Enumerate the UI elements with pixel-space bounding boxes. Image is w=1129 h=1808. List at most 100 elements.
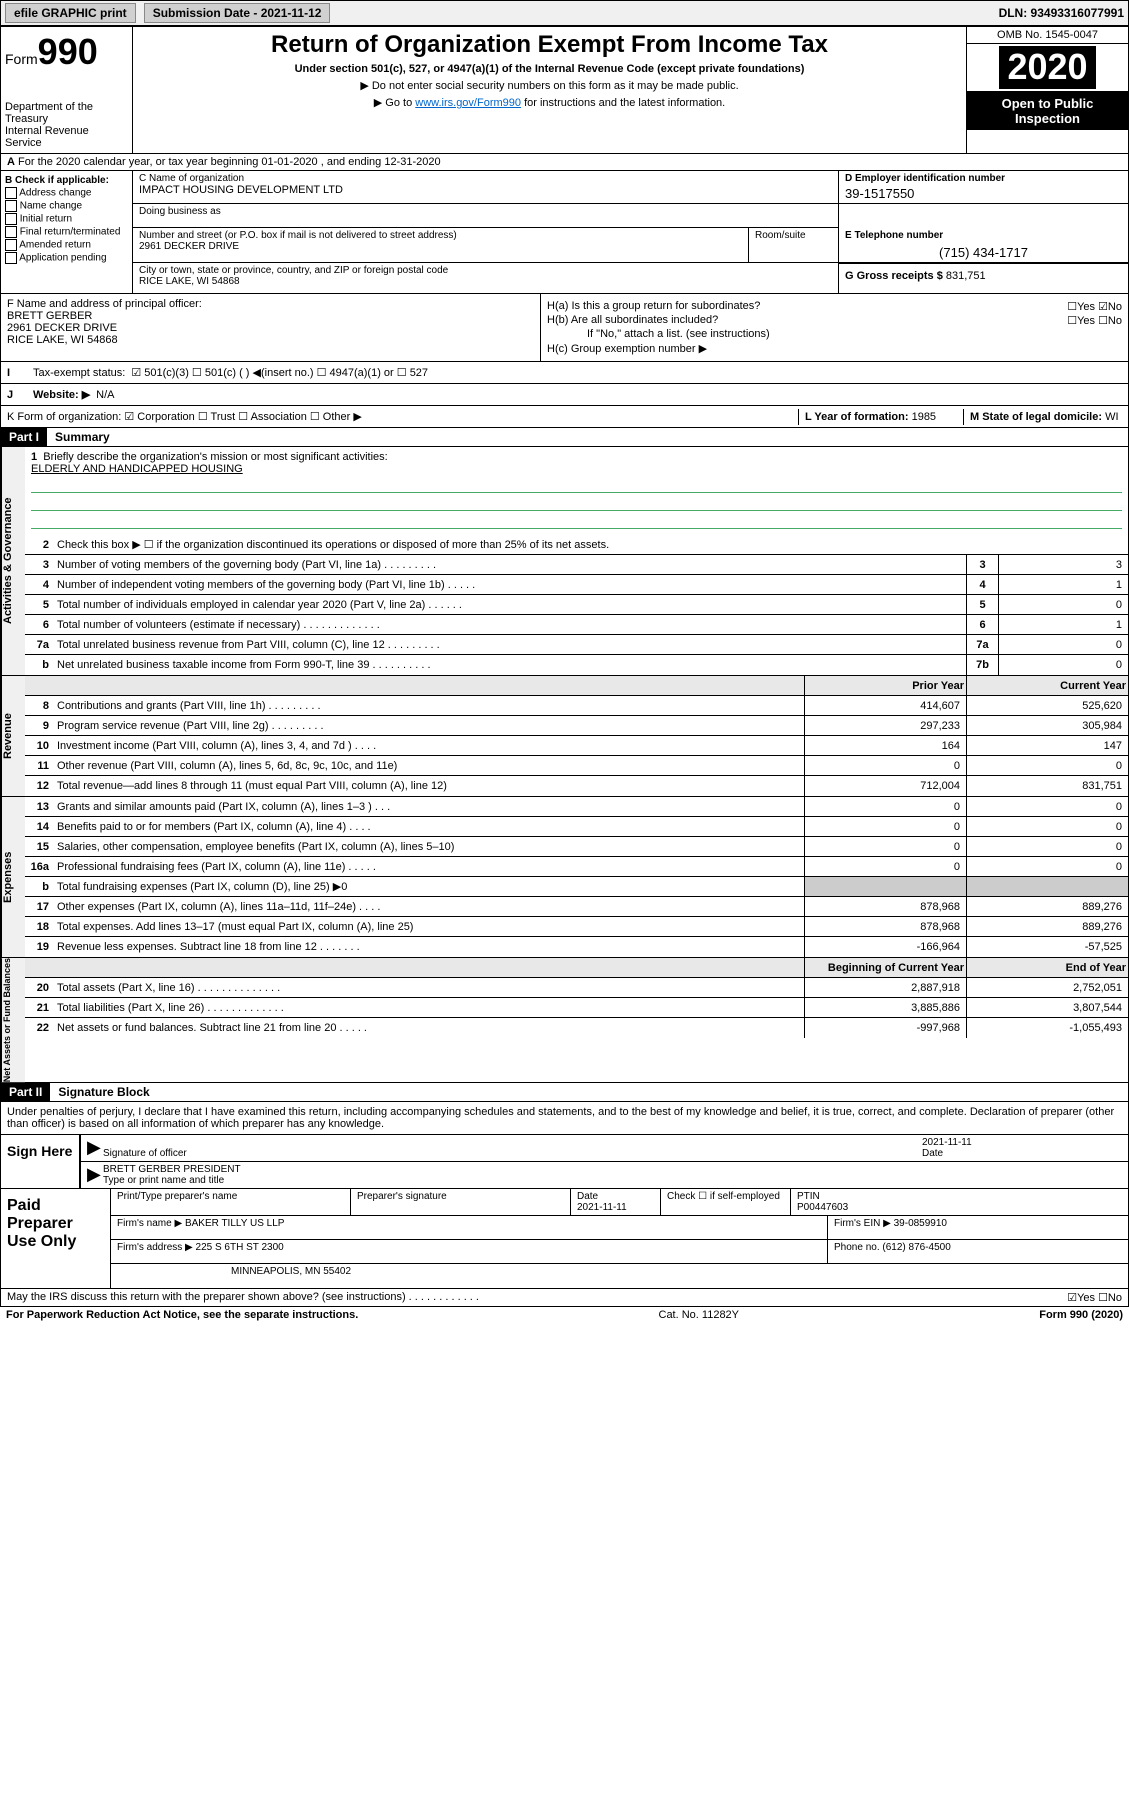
- addr-box: Number and street (or P.O. box if mail i…: [133, 228, 748, 263]
- ha-yn[interactable]: ☐Yes ☑No: [1067, 300, 1122, 313]
- header-right: OMB No. 1545-0047 2020 Open to Public In…: [966, 27, 1128, 153]
- box-b-opt[interactable]: Name change: [5, 200, 128, 212]
- preparer-block: Paid Preparer Use Only Print/Type prepar…: [0, 1189, 1129, 1289]
- section-fh: F Name and address of principal officer:…: [0, 294, 1129, 362]
- summary-line: bNet unrelated business taxable income f…: [25, 655, 1128, 675]
- phone-val: (612) 876-4500: [882, 1242, 950, 1253]
- mission-block: 1 Briefly describe the organization's mi…: [25, 447, 1128, 535]
- summary-line: 4Number of independent voting members of…: [25, 575, 1128, 595]
- tax-year: 2020: [999, 46, 1095, 89]
- form-header: Form990 Department of the Treasury Inter…: [0, 26, 1129, 154]
- form-number: Form990: [5, 31, 128, 73]
- box-b-opt[interactable]: Amended return: [5, 239, 128, 251]
- irs-link[interactable]: www.irs.gov/Form990: [415, 97, 521, 109]
- l-label: L Year of formation:: [805, 411, 909, 423]
- room-label: Room/suite: [755, 230, 832, 241]
- city-value: RICE LAKE, WI 54868: [139, 276, 832, 287]
- box-h: H(a) Is this a group return for subordin…: [541, 294, 1128, 361]
- gross-label: G Gross receipts $: [845, 270, 943, 282]
- prep-date: 2021-11-11: [577, 1202, 627, 1213]
- web-value: N/A: [96, 389, 114, 401]
- top-bar: efile GRAPHIC print Submission Date - 20…: [0, 0, 1129, 26]
- summary-line: 10Investment income (Part VIII, column (…: [25, 736, 1128, 756]
- pra-text: For Paperwork Reduction Act Notice, see …: [6, 1309, 358, 1321]
- box-b-label: B Check if applicable:: [5, 175, 128, 186]
- ha-label: H(a) Is this a group return for subordin…: [547, 300, 760, 312]
- submission-date: Submission Date - 2021-11-12: [144, 3, 331, 23]
- part2-row: Part II Signature Block: [0, 1083, 1129, 1102]
- tel-value: (715) 434-1717: [845, 245, 1122, 260]
- tel-box: E Telephone number (715) 434-1717: [838, 228, 1128, 263]
- mission-text: ELDERLY AND HANDICAPPED HOUSING: [31, 463, 243, 475]
- summary-line: 22Net assets or fund balances. Subtract …: [25, 1018, 1128, 1038]
- city-label: City or town, state or province, country…: [139, 265, 832, 276]
- open-inspection: Open to Public Inspection: [967, 92, 1128, 130]
- city-box: City or town, state or province, country…: [133, 263, 838, 293]
- col-cd: C Name of organization IMPACT HOUSING DE…: [133, 171, 1128, 293]
- gross-value: 831,751: [946, 270, 986, 282]
- part1-hdr: Part I: [1, 428, 47, 446]
- discuss-row: May the IRS discuss this return with the…: [0, 1289, 1129, 1307]
- hb-note: If "No," attach a list. (see instruction…: [547, 328, 1122, 340]
- dln: DLN: 93493316077991: [999, 6, 1124, 20]
- gross-box: G Gross receipts $ 831,751: [838, 263, 1128, 293]
- box-b-opt[interactable]: Address change: [5, 187, 128, 199]
- efile-button[interactable]: efile GRAPHIC print: [5, 3, 136, 23]
- summary-line: 19Revenue less expenses. Subtract line 1…: [25, 937, 1128, 957]
- officer-addr2: RICE LAKE, WI 54868: [7, 334, 534, 346]
- summary-line: 13Grants and similar amounts paid (Part …: [25, 797, 1128, 817]
- form-ref: Form 990 (2020): [1039, 1309, 1123, 1321]
- begin-hdr: Beginning of Current Year: [804, 958, 966, 977]
- sig-arrow-icon-2: ▶: [87, 1164, 103, 1186]
- firm-addr2: MINNEAPOLIS, MN 55402: [111, 1264, 1128, 1288]
- sign-here-label: Sign Here: [1, 1135, 81, 1188]
- prior-hdr: Prior Year: [804, 676, 966, 695]
- note-link: ▶ Go to www.irs.gov/Form990 for instruct…: [141, 96, 958, 109]
- ein-box: D Employer identification number 39-1517…: [838, 171, 1128, 204]
- tax-opts[interactable]: ☑ 501(c)(3) ☐ 501(c) ( ) ◀(insert no.) ☐…: [131, 366, 428, 379]
- summary-line: bTotal fundraising expenses (Part IX, co…: [25, 877, 1128, 897]
- summary-line: 5Total number of individuals employed in…: [25, 595, 1128, 615]
- m-label: M State of legal domicile:: [970, 411, 1102, 423]
- line2[interactable]: Check this box ▶ ☐ if the organization d…: [53, 536, 1128, 553]
- box-b-opt[interactable]: Initial return: [5, 213, 128, 225]
- m-box: M State of legal domicile: WI: [963, 409, 1128, 425]
- summary-line: 6Total number of volunteers (estimate if…: [25, 615, 1128, 635]
- form-subtitle: Under section 501(c), 527, or 4947(a)(1)…: [141, 63, 958, 75]
- summary-line: 7aTotal unrelated business revenue from …: [25, 635, 1128, 655]
- summary-line: 3Number of voting members of the governi…: [25, 555, 1128, 575]
- sig-date: 2021-11-11: [922, 1137, 972, 1148]
- firm-name: BAKER TILLY US LLP: [185, 1218, 285, 1229]
- exp-tab: Expenses: [1, 797, 25, 957]
- self-emp-check[interactable]: Check ☐ if self-employed: [661, 1189, 791, 1215]
- f-label: F Name and address of principal officer:: [7, 298, 534, 310]
- row-a: A For the 2020 calendar year, or tax yea…: [0, 154, 1129, 171]
- box-b-opt[interactable]: Final return/terminated: [5, 226, 128, 238]
- k-row: K Form of organization: ☑ Corporation ☐ …: [0, 406, 1129, 428]
- prep-name-label: Print/Type preparer's name: [111, 1189, 351, 1215]
- form-word: Form: [5, 51, 38, 67]
- box-b-opt[interactable]: Application pending: [5, 252, 128, 264]
- web-label: Website: ▶: [33, 388, 90, 401]
- l-val: 1985: [912, 411, 936, 423]
- discuss-yn[interactable]: ☑Yes ☐No: [1067, 1291, 1122, 1304]
- sig-of-label: Signature of officer: [103, 1148, 187, 1159]
- year-wrap: 2020: [967, 44, 1128, 92]
- sig-declaration: Under penalties of perjury, I declare th…: [0, 1102, 1129, 1135]
- hb-yn[interactable]: ☐Yes ☐No: [1067, 314, 1122, 327]
- officer-name: BRETT GERBER: [7, 310, 534, 322]
- header-left: Form990 Department of the Treasury Inter…: [1, 27, 133, 153]
- tel-label: E Telephone number: [845, 230, 1122, 241]
- web-row: J Website: ▶ N/A: [0, 384, 1129, 406]
- name-lbl: Type or print name and title: [103, 1175, 224, 1186]
- tax-label: Tax-exempt status:: [33, 367, 125, 379]
- ptin-lbl: PTIN: [797, 1191, 820, 1202]
- form-title: Return of Organization Exempt From Incom…: [141, 31, 958, 59]
- k-text[interactable]: K Form of organization: ☑ Corporation ☐ …: [7, 410, 792, 423]
- firm-addr-lbl: Firm's address ▶: [117, 1242, 193, 1253]
- dba-label: Doing business as: [139, 206, 832, 217]
- summary-line: 12Total revenue—add lines 8 through 11 (…: [25, 776, 1128, 796]
- sign-here-block: Sign Here ▶ Signature of officer 2021-11…: [0, 1135, 1129, 1189]
- final-row: For Paperwork Reduction Act Notice, see …: [0, 1307, 1129, 1323]
- sig-arrow-icon: ▶: [87, 1137, 103, 1159]
